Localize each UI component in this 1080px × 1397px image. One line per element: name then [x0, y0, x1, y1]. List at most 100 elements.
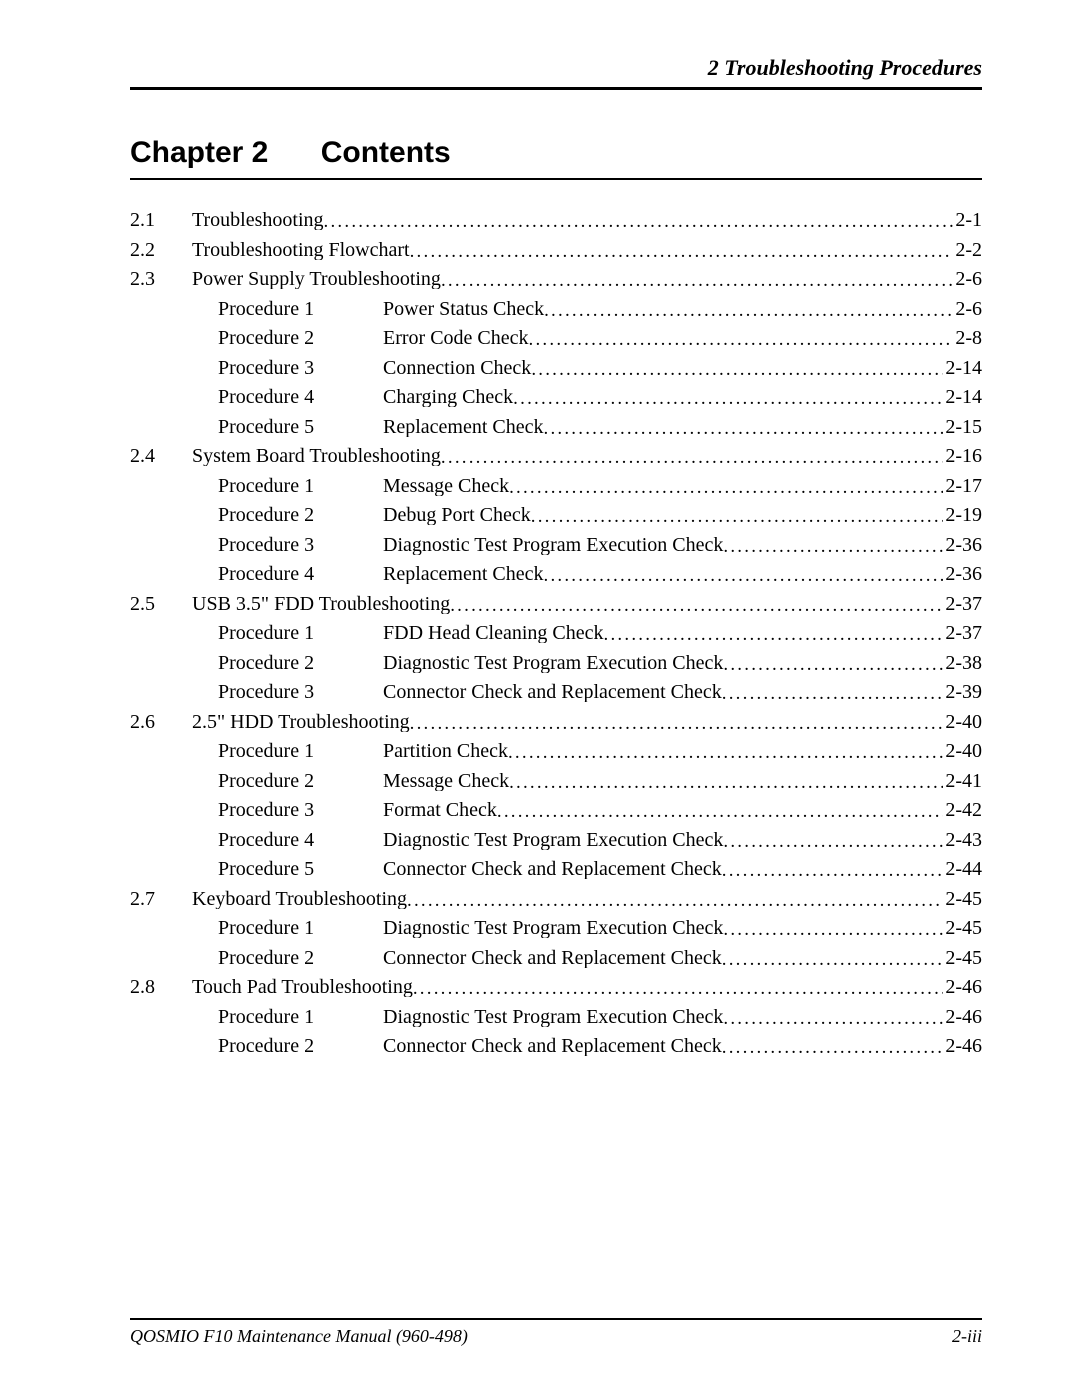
title-leader-group: Diagnostic Test Program Execution Check …: [383, 535, 943, 555]
toc-procedure-row: Procedure 4Replacement Check ...........…: [130, 564, 982, 584]
procedure-title: Diagnostic Test Program Execution Check: [383, 830, 723, 850]
procedure-title: Debug Port Check: [383, 505, 531, 525]
toc-procedure-row: Procedure 2Message Check ...............…: [130, 771, 982, 791]
section-title: Keyboard Troubleshooting: [192, 889, 407, 909]
page-reference: 2-17: [943, 476, 982, 496]
procedure-title: Diagnostic Test Program Execution Check: [383, 1007, 723, 1027]
dot-leader: ........................................…: [722, 950, 944, 968]
page-reference: 2-40: [943, 712, 982, 732]
procedure-label: Procedure 3: [218, 682, 383, 702]
toc-procedure-row: Procedure 1Diagnostic Test Program Execu…: [130, 1007, 982, 1027]
procedure-title: Format Check: [383, 800, 497, 820]
procedure-label: Procedure 3: [218, 358, 383, 378]
title-leader-group: Connector Check and Replacement Check ..…: [383, 682, 943, 702]
footer-page-number: 2-iii: [952, 1326, 982, 1347]
procedure-label: Procedure 3: [218, 800, 383, 820]
footer-manual-title: QOSMIO F10 Maintenance Manual (960-498): [130, 1326, 468, 1347]
procedure-label: Procedure 2: [218, 948, 383, 968]
toc-procedure-row: Procedure 4Charging Check ..............…: [130, 387, 982, 407]
title-leader-group: Diagnostic Test Program Execution Check …: [383, 918, 943, 938]
dot-leader: ........................................…: [410, 714, 944, 732]
page-reference: 2-36: [943, 564, 982, 584]
title-leader-group: Format Check ...........................…: [383, 800, 943, 820]
procedure-title: Message Check: [383, 771, 509, 791]
page-reference: 2-16: [943, 446, 982, 466]
page-reference: 2-40: [943, 741, 982, 761]
title-leader-group: Diagnostic Test Program Execution Check …: [383, 1007, 943, 1027]
section-title: Troubleshooting Flowchart: [192, 240, 410, 260]
page-reference: 2-37: [943, 594, 982, 614]
toc-procedure-row: Procedure 3Connector Check and Replaceme…: [130, 682, 982, 702]
toc-section-row: 2.1Troubleshooting .....................…: [130, 210, 982, 230]
dot-leader: ........................................…: [497, 802, 943, 820]
toc-procedure-row: Procedure 2Connector Check and Replaceme…: [130, 948, 982, 968]
toc-procedure-row: Procedure 1FDD Head Cleaning Check .....…: [130, 623, 982, 643]
toc-procedure-row: Procedure 1Diagnostic Test Program Execu…: [130, 918, 982, 938]
toc-section-row: 2.2Troubleshooting Flowchart ...........…: [130, 240, 982, 260]
dot-leader: ........................................…: [407, 891, 943, 909]
title-leader-group: Diagnostic Test Program Execution Check …: [383, 830, 943, 850]
page-reference: 2-37: [943, 623, 982, 643]
procedure-label: Procedure 5: [218, 859, 383, 879]
procedure-title: Connector Check and Replacement Check: [383, 1036, 722, 1056]
procedure-label: Procedure 1: [218, 623, 383, 643]
title-leader-group: Keyboard Troubleshooting ...............…: [192, 889, 943, 909]
chapter-label: Chapter 2: [130, 136, 268, 170]
toc-procedure-row: Procedure 2Diagnostic Test Program Execu…: [130, 653, 982, 673]
procedure-label: Procedure 3: [218, 535, 383, 555]
page-reference: 2-45: [943, 889, 982, 909]
section-title: Touch Pad Troubleshooting: [192, 977, 413, 997]
procedure-title: Message Check: [383, 476, 509, 496]
dot-leader: ........................................…: [722, 684, 944, 702]
title-leader-group: 2.5" HDD Troubleshooting ...............…: [192, 712, 943, 732]
dot-leader: ........................................…: [441, 271, 953, 289]
section-title: System Board Troubleshooting: [192, 446, 441, 466]
dot-leader: ........................................…: [723, 655, 943, 673]
toc-procedure-row: Procedure 1Message Check ...............…: [130, 476, 982, 496]
title-leader-group: Connector Check and Replacement Check ..…: [383, 1036, 943, 1056]
document-page: 2 Troubleshooting Procedures Chapter 2 C…: [0, 0, 1080, 1397]
procedure-label: Procedure 1: [218, 918, 383, 938]
procedure-label: Procedure 4: [218, 830, 383, 850]
dot-leader: ........................................…: [509, 773, 943, 791]
page-header: 2 Troubleshooting Procedures: [130, 55, 982, 90]
procedure-label: Procedure 2: [218, 505, 383, 525]
toc-procedure-row: Procedure 2Debug Port Check ............…: [130, 505, 982, 525]
procedure-label: Procedure 1: [218, 299, 383, 319]
procedure-title: Connector Check and Replacement Check: [383, 859, 722, 879]
toc-procedure-row: Procedure 5Connector Check and Replaceme…: [130, 859, 982, 879]
procedure-label: Procedure 2: [218, 771, 383, 791]
table-of-contents: 2.1Troubleshooting .....................…: [130, 210, 982, 1056]
section-title: USB 3.5" FDD Troubleshooting: [192, 594, 450, 614]
toc-procedure-row: Procedure 1Power Status Check ..........…: [130, 299, 982, 319]
procedure-title: Diagnostic Test Program Execution Check: [383, 653, 723, 673]
dot-leader: ........................................…: [513, 389, 943, 407]
page-reference: 2-46: [943, 1036, 982, 1056]
page-reference: 2-45: [943, 918, 982, 938]
procedure-title: Replacement Check: [383, 417, 544, 437]
dot-leader: ........................................…: [723, 920, 943, 938]
dot-leader: ........................................…: [544, 566, 944, 584]
title-leader-group: Connection Check .......................…: [383, 358, 943, 378]
title-leader-group: FDD Head Cleaning Check ................…: [383, 623, 943, 643]
title-leader-group: Troubleshooting Flowchart ..............…: [192, 240, 953, 260]
dot-leader: ........................................…: [410, 242, 954, 260]
dot-leader: ........................................…: [722, 1038, 944, 1056]
page-reference: 2-14: [943, 387, 982, 407]
title-leader-group: Power Status Check .....................…: [383, 299, 953, 319]
section-number: 2.6: [130, 712, 192, 732]
procedure-label: Procedure 1: [218, 476, 383, 496]
page-reference: 2-6: [953, 269, 982, 289]
page-reference: 2-6: [953, 299, 982, 319]
procedure-title: Connection Check: [383, 358, 531, 378]
procedure-title: Diagnostic Test Program Execution Check: [383, 535, 723, 555]
procedure-label: Procedure 1: [218, 741, 383, 761]
procedure-title: Power Status Check: [383, 299, 544, 319]
section-number: 2.4: [130, 446, 192, 466]
toc-procedure-row: Procedure 3Diagnostic Test Program Execu…: [130, 535, 982, 555]
page-reference: 2-42: [943, 800, 982, 820]
page-reference: 2-46: [943, 977, 982, 997]
dot-leader: ........................................…: [723, 1009, 943, 1027]
title-leader-group: Replacement Check ......................…: [383, 564, 943, 584]
section-title: Troubleshooting: [192, 210, 324, 230]
